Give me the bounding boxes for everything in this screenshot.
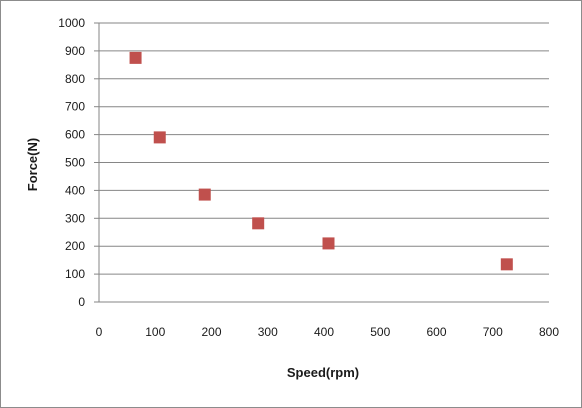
y-tick-label: 500 [65,156,85,170]
x-axis-title: Speed(rpm) [287,365,359,380]
x-tick-label: 300 [258,325,278,339]
x-tick-label: 200 [201,325,221,339]
y-tick-label: 900 [65,44,85,58]
y-tick-label: 0 [78,295,85,309]
x-tick-label: 800 [539,325,559,339]
data-point [322,237,335,250]
x-tick-label: 700 [483,325,503,339]
x-tick-label: 600 [426,325,446,339]
y-axis-title: Force(N) [25,138,40,191]
x-tick-label: 0 [96,325,103,339]
y-tick-label: 700 [65,100,85,114]
data-point [198,188,211,201]
x-tick-label: 100 [145,325,165,339]
y-tick-label: 600 [65,128,85,142]
data-point [153,131,166,144]
x-tick-label: 500 [370,325,390,339]
data-point [500,258,513,271]
data-point [252,217,265,230]
axes [94,22,549,303]
y-tick-label: 1000 [58,16,85,30]
y-tick-label: 400 [65,183,85,197]
data-point [129,51,142,64]
y-tick-label: 800 [65,72,85,86]
y-tick-label: 200 [65,239,85,253]
y-tick-label: 100 [65,267,85,281]
x-tick-labels: 0 100 200 300 400 500 600 700 800 [96,325,560,339]
y-tick-labels: 0 100 200 300 400 500 600 700 800 900 1000 [58,16,85,309]
gridlines [99,22,549,275]
y-tick-label: 300 [65,211,85,225]
data-points [129,51,513,271]
x-tick-label: 400 [314,325,334,339]
